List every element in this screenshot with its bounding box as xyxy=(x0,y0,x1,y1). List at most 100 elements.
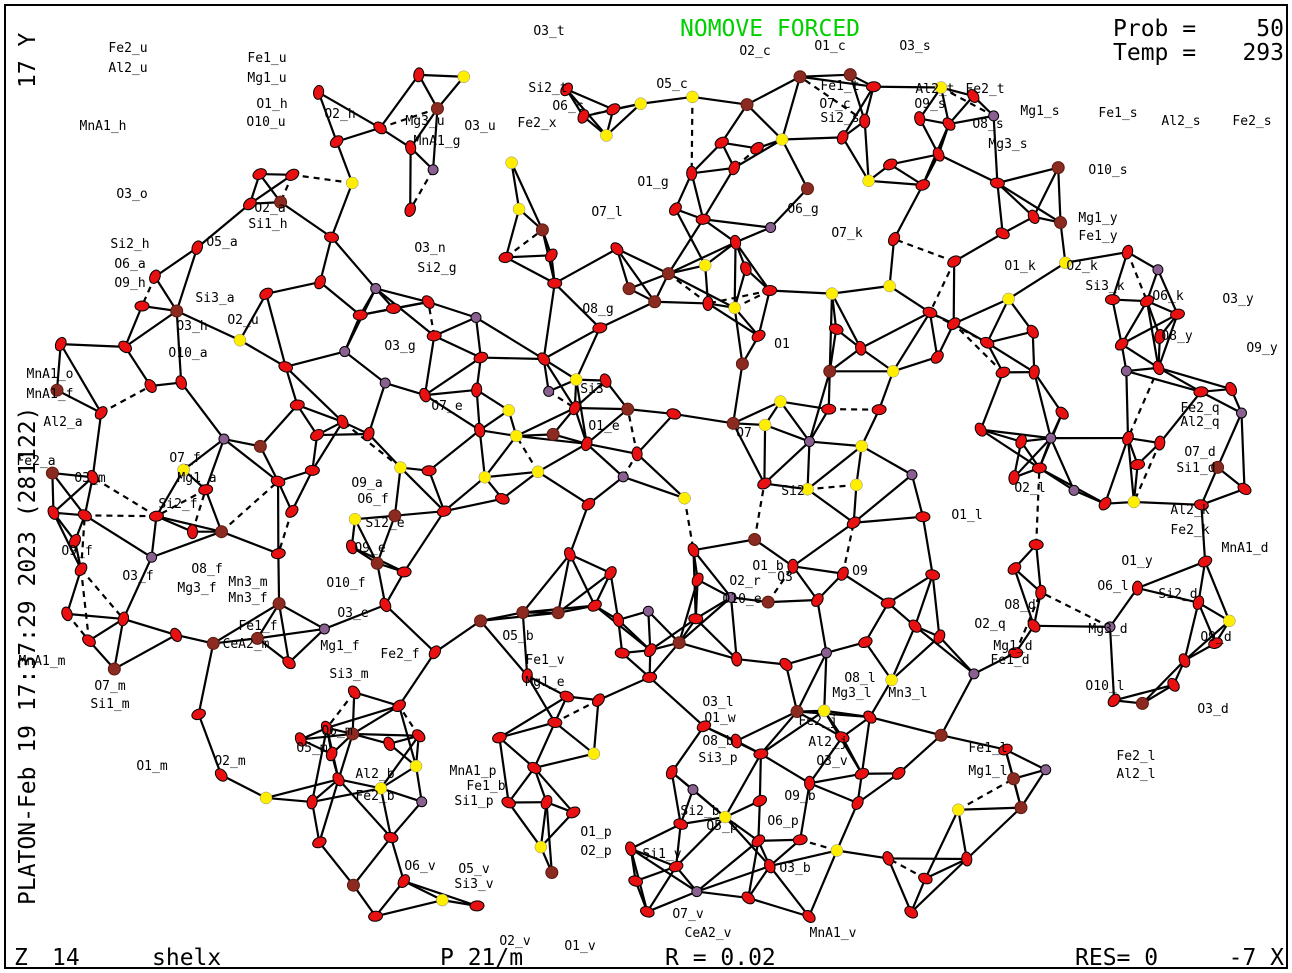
metal-atom xyxy=(234,334,246,346)
atom-label: Si2_d xyxy=(1158,587,1197,602)
iron-atom xyxy=(371,557,383,569)
atom-label: O9 xyxy=(852,564,868,579)
atom-label: O5_b xyxy=(502,629,533,644)
atom-label: O9_b xyxy=(784,789,815,804)
iron-atom xyxy=(673,637,685,649)
atom-label: O2_l xyxy=(1014,481,1045,496)
atom-label: Si1_m xyxy=(90,697,129,712)
atom-label: Fe1_t xyxy=(820,79,859,94)
metal-atom xyxy=(863,175,875,187)
atom-label: O9_h xyxy=(114,276,145,291)
atom-label: Fe1_l xyxy=(968,741,1007,756)
silicon-atom xyxy=(340,347,350,357)
atom-label: Si2_s xyxy=(820,111,859,126)
silicon-atom xyxy=(692,887,702,897)
oxygen-atom xyxy=(305,465,319,475)
frame xyxy=(5,5,1287,968)
temp-label: Temp = xyxy=(1113,40,1196,66)
iron-atom xyxy=(552,607,564,619)
iron-atom xyxy=(935,729,947,741)
atom-label: Si2_g xyxy=(417,261,456,276)
bond xyxy=(954,262,955,324)
atom-label: Fe2_l xyxy=(1116,749,1155,764)
metal-atom xyxy=(532,466,544,478)
atom-label: O6_m xyxy=(321,724,352,739)
atom-label: O10_s xyxy=(1088,163,1127,178)
atom-label: Fe2_k xyxy=(1170,523,1209,538)
iron-atom xyxy=(736,358,748,370)
iron-atom xyxy=(108,663,120,675)
iron-atom xyxy=(749,533,761,545)
atom-label: O6_f xyxy=(357,492,388,507)
atom-label: Mg1_s xyxy=(1020,104,1059,119)
atom-label: Al2_l xyxy=(1116,767,1155,782)
metal-atom xyxy=(410,760,422,772)
atom-label: O2_u xyxy=(227,313,258,328)
atom-label: Al2_a xyxy=(43,415,82,430)
metal-atom xyxy=(510,430,522,442)
metal-atom xyxy=(759,419,771,431)
atom-label: O5_c xyxy=(656,77,687,92)
atom-label: O8_g xyxy=(582,302,613,317)
metal-atom xyxy=(600,129,612,141)
axis-y: 17 Y xyxy=(15,32,41,88)
silicon-atom xyxy=(907,470,917,480)
atom-label: Al2_s xyxy=(1161,114,1200,129)
structure-plot: Fe2_uAl2_uFe1_uMg1_uO1_hO10_uMnA1_hO2_hM… xyxy=(0,0,1292,973)
silicon-atom xyxy=(1121,366,1131,376)
iron-atom xyxy=(273,598,285,610)
atom-label: O9_d xyxy=(1200,630,1231,645)
iron-atom xyxy=(649,296,661,308)
silicon-atom xyxy=(219,434,229,444)
silicon-atom xyxy=(766,223,776,233)
atom-label: O1_y xyxy=(1121,554,1152,569)
metal-atom xyxy=(1128,496,1140,508)
atom-label: Fe2_u xyxy=(108,41,147,56)
silicon-atom xyxy=(471,313,481,323)
iron-atom xyxy=(546,866,558,878)
atom-label: O1_k xyxy=(1004,259,1035,274)
metal-atom xyxy=(349,513,361,525)
silicon-atom xyxy=(371,284,381,294)
atom-label: MnA1_o xyxy=(27,367,74,382)
atom-label: O6_a xyxy=(114,257,145,272)
iron-atom xyxy=(1008,773,1020,785)
atom-label: Si3_p xyxy=(698,751,737,766)
atom-label: Mn3_m xyxy=(228,575,267,590)
metal-atom xyxy=(506,157,518,169)
atom-label: Al2_u xyxy=(108,61,147,76)
atom-label: Si2_e xyxy=(365,516,404,531)
silicon-atom xyxy=(1046,433,1056,443)
atom-label: Mg1_y xyxy=(1078,211,1117,226)
oxygen-atom xyxy=(688,613,703,624)
atom-label: O7_l xyxy=(591,205,622,220)
iron-atom xyxy=(475,615,487,627)
atom-label: Si2_h xyxy=(110,237,149,252)
atom-label: Mg3_f xyxy=(177,581,216,596)
atom-label: CeA2_m xyxy=(223,637,270,652)
iron-atom xyxy=(824,365,836,377)
metal-atom xyxy=(588,748,600,760)
atom-label: Si3_a xyxy=(195,291,234,306)
atom-label: Mn3_f xyxy=(228,591,267,606)
temp: 293 xyxy=(1242,40,1284,66)
bond xyxy=(575,408,628,409)
atom-label: Si2 xyxy=(781,484,804,499)
atom-label: O1_l xyxy=(951,508,982,523)
atom-label: O5_m xyxy=(296,741,327,756)
metal-atom xyxy=(699,259,711,271)
silicon-atom xyxy=(1069,485,1079,495)
oxygen-atom xyxy=(187,525,197,539)
atom-label: Si3 xyxy=(580,382,603,397)
metal-atom xyxy=(729,302,741,314)
atom-label: Mn3_l xyxy=(888,686,927,701)
atom-label: O9_e xyxy=(354,541,385,556)
axis-x: -7 X xyxy=(1229,945,1285,971)
metal-atom xyxy=(479,471,491,483)
bond xyxy=(317,434,369,435)
bond xyxy=(888,858,967,859)
metal-atom xyxy=(346,177,358,189)
atom-label: Si3_v xyxy=(454,877,493,892)
bond xyxy=(764,425,765,484)
atom-label: O8_s xyxy=(972,117,1003,132)
